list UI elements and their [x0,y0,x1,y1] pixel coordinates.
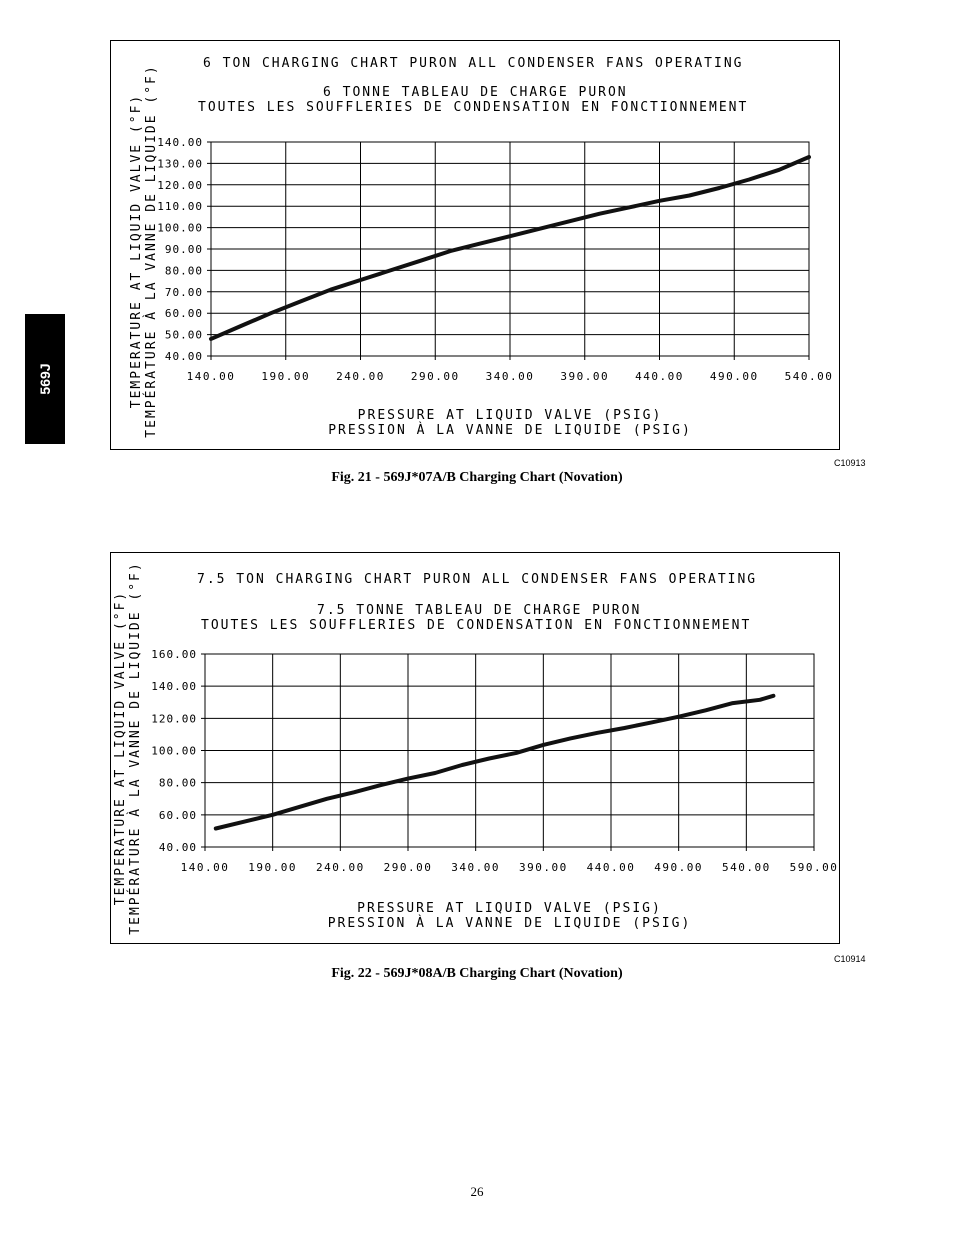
charging-chart-6-ton: 6 TON CHARGING CHART PURON ALL CONDENSER… [110,40,840,450]
y-tick-label: 70.00 [165,286,203,299]
x-axis-label-fr: PRESSION À LA VANNE DE LIQUIDE (PSIG) [328,422,692,438]
figure-caption: Fig. 21 - 569J*07A/B Charging Chart (Nov… [331,470,623,485]
x-tick-label: 340.00 [451,861,500,874]
x-axis-label: PRESSURE AT LIQUID VALVE (PSIG) [357,901,662,916]
series-line [209,155,811,341]
x-tick-label: 190.00 [261,370,310,383]
x-tick-label: 590.00 [790,861,839,874]
chart-subtitle: 6 TONNE TABLEAU DE CHARGE PURON [323,85,628,100]
chart-subtitle: TOUTES LES SOUFFLERIES DE CONDENSATION E… [198,100,748,115]
y-axis-label: TEMPERATURE AT LIQUID VALVE (°F) [113,591,128,905]
charging-chart-7-5-ton: 7.5 TON CHARGING CHART PURON ALL CONDENS… [110,552,840,944]
page-number: 26 [470,1184,484,1199]
y-tick-label: 140.00 [157,136,203,149]
y-tick-label: 40.00 [159,841,197,854]
y-tick-label: 80.00 [159,777,197,790]
x-tick-label: 240.00 [336,370,385,383]
chart-subtitle: 7.5 TONNE TABLEAU DE CHARGE PURON [317,603,641,618]
chart-title: 6 TON CHARGING CHART PURON ALL CONDENSER… [203,56,743,71]
series-line [213,693,776,831]
x-tick-label: 540.00 [785,370,834,383]
y-tick-label: 40.00 [165,350,203,363]
x-tick-label: 490.00 [710,370,759,383]
chart-svg-7-5-ton: 7.5 TON CHARGING CHART PURON ALL CONDENS… [113,561,839,934]
y-axis-label: TEMPERATURE AT LIQUID VALVE (°F) [129,94,144,408]
y-tick-label: 60.00 [165,307,203,320]
chart-title: 7.5 TON CHARGING CHART PURON ALL CONDENS… [197,572,757,587]
x-tick-label: 540.00 [722,861,771,874]
y-tick-label: 120.00 [157,179,203,192]
y-tick-label: 90.00 [165,243,203,256]
y-tick-label: 100.00 [151,745,197,758]
y-tick-label: 120.00 [151,712,197,725]
chart-svg-6-ton: 6 TON CHARGING CHART PURON ALL CONDENSER… [129,56,834,438]
y-tick-label: 100.00 [157,222,203,235]
y-tick-label: 80.00 [165,264,203,277]
x-tick-label: 140.00 [187,370,236,383]
x-tick-label: 440.00 [587,861,636,874]
side-tab-label: 569J [37,363,53,395]
x-axis-label-fr: PRESSION À LA VANNE DE LIQUIDE (PSIG) [328,915,692,931]
x-tick-label: 290.00 [384,861,433,874]
x-tick-label: 290.00 [411,370,460,383]
x-tick-label: 390.00 [519,861,568,874]
y-tick-label: 110.00 [157,200,203,213]
y-axis-label-fr: TEMPÉRATURE À LA VANNE DE LIQUIDE (°F) [143,64,159,437]
y-tick-label: 160.00 [151,648,197,661]
y-tick-label: 140.00 [151,680,197,693]
x-tick-label: 140.00 [181,861,230,874]
x-tick-label: 390.00 [560,370,609,383]
chart-subtitle: TOUTES LES SOUFFLERIES DE CONDENSATION E… [201,618,751,633]
y-axis-label-fr: TEMPÉRATURE À LA VANNE DE LIQUIDE (°F) [127,561,143,934]
x-tick-label: 340.00 [486,370,535,383]
x-tick-label: 490.00 [654,861,703,874]
y-tick-label: 50.00 [165,329,203,342]
y-tick-label: 60.00 [159,809,197,822]
y-tick-label: 130.00 [157,157,203,170]
figure-code: C10914 [834,954,866,964]
x-axis-label: PRESSURE AT LIQUID VALVE (PSIG) [358,408,663,423]
figure-code: C10913 [834,458,866,468]
x-tick-label: 190.00 [248,861,297,874]
figure-caption: Fig. 22 - 569J*08A/B Charging Chart (Nov… [331,966,623,981]
x-tick-label: 240.00 [316,861,365,874]
side-tab: 569J [25,314,65,444]
x-tick-label: 440.00 [635,370,684,383]
